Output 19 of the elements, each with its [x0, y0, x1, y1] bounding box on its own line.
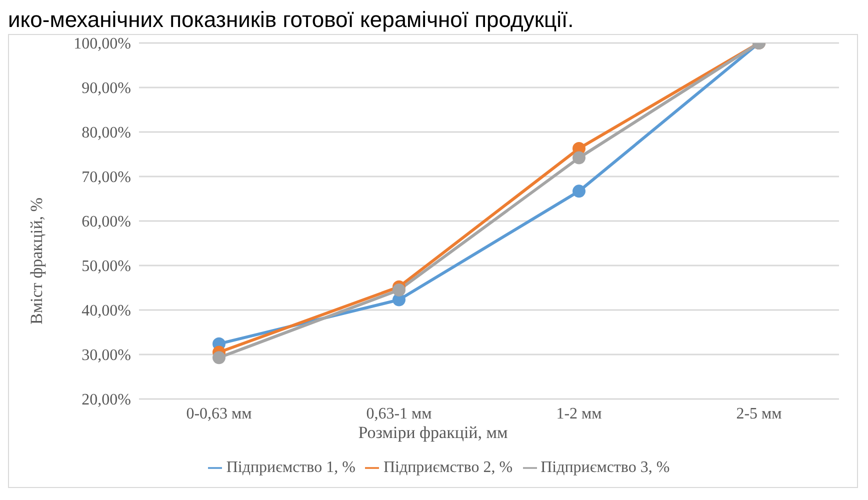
y-tick-label: 50,00%	[82, 258, 131, 276]
y-axis-title: Вміст фракцій, %	[27, 198, 47, 324]
text: ико-механічних показників готової керамічної продукції.	[8, 7, 575, 32]
y-tick-label: 40,00%	[82, 302, 131, 320]
y-tick-label: 90,00%	[82, 80, 131, 98]
x-tick-label: 2-5 мм	[736, 405, 782, 422]
legend-label: Підприємство 1, %	[226, 459, 356, 476]
x-tick-label: 0-0,63 мм	[186, 405, 252, 422]
y-tick-label: 70,00%	[82, 169, 131, 186]
x-tick-label: 0,63-1 мм	[366, 405, 432, 422]
y-tick-label: 20,00%	[82, 392, 131, 409]
x-axis-title: Розміри фракцій, мм	[357, 423, 509, 443]
y-tick-label: 30,00%	[82, 347, 131, 364]
legend-label: Підприємство 2, %	[383, 459, 513, 476]
x-tick-label: 1-2 мм	[556, 405, 602, 422]
legend-label: Підприємство 3, %	[540, 459, 670, 476]
y-tick-label: 80,00%	[82, 124, 131, 142]
y-tick-label: 60,00%	[82, 214, 131, 231]
y-tick-label: 100,00%	[74, 36, 131, 53]
